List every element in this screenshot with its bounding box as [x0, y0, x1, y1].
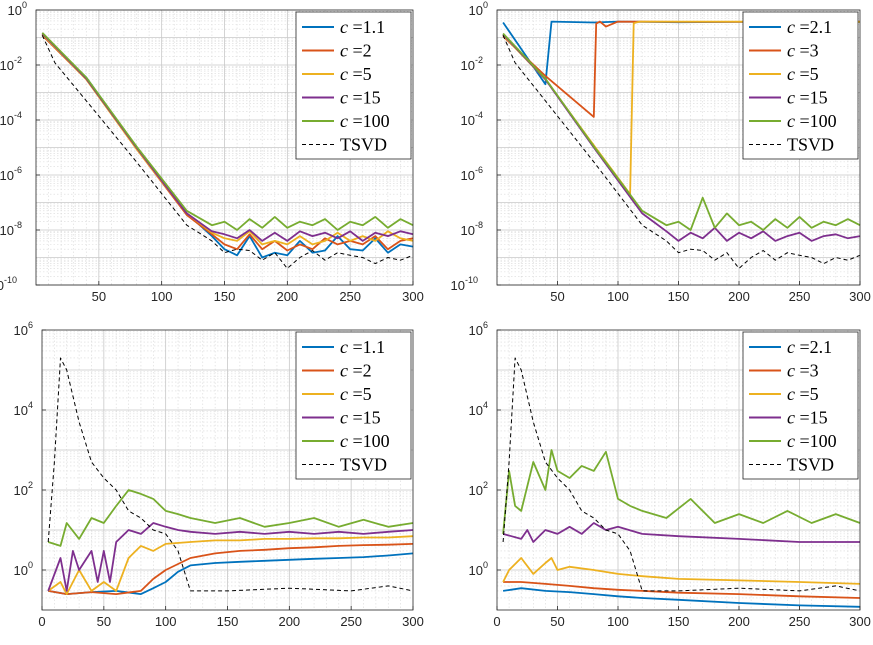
legend-label: c =2 — [340, 361, 372, 381]
legend: c =1.1 c =2 c =5 c =15 c =100 TSVD — [295, 11, 412, 160]
x-tick-label: 0 — [493, 614, 500, 629]
series-line-15 — [502, 522, 860, 543]
legend-label: c =15 — [787, 88, 828, 108]
y-tick-label: 10-10 — [451, 275, 478, 293]
series-line-5 — [502, 557, 861, 585]
legend-label: c =15 — [340, 408, 381, 428]
x-tick-label: 150 — [217, 614, 239, 629]
legend-label: c =3 — [787, 361, 819, 381]
series-line-100 — [502, 449, 861, 534]
y-tick-label: 10-8 — [0, 220, 22, 238]
legend-label: c =2.1 — [787, 337, 832, 357]
x-tick-label: 200 — [276, 289, 298, 304]
legend-label: TSVD — [340, 455, 387, 475]
x-tick-label: 300 — [402, 289, 424, 304]
legend-label: c =100 — [340, 111, 390, 131]
series-line-100 — [41, 32, 414, 231]
legend-label: c =5 — [787, 64, 819, 84]
y-tick-label: 10-6 — [461, 165, 483, 183]
x-tick-label: 150 — [668, 614, 690, 629]
y-tick-label: 10-10 — [0, 275, 17, 293]
y-tick-label: 10-4 — [0, 110, 22, 128]
x-tick-label: 50 — [550, 289, 564, 304]
chart-panel-1: 50 100 150 200 250 300 10-10 10-8 10-6 10-4 10-2 10… — [0, 0, 424, 304]
legend-label: c =2.1 — [787, 17, 832, 37]
chart-panel-4: 0 50 100 150 200 250 300 100 102 104 106 c =2.1 c =3… — [469, 320, 871, 629]
x-tick-label: 100 — [607, 614, 629, 629]
legend-label: c =1.1 — [340, 17, 385, 37]
legend-label: TSVD — [340, 135, 387, 155]
x-tick-label: 100 — [155, 614, 177, 629]
series-line-tsvd — [41, 35, 414, 269]
x-tick-label: 250 — [339, 289, 361, 304]
y-tick-label: 104 — [469, 400, 488, 418]
x-tick-label: 100 — [607, 289, 629, 304]
x-tick-label: 250 — [789, 614, 811, 629]
series-line-15 — [502, 33, 861, 242]
legend-label: c =5 — [787, 384, 819, 404]
legend-label: c =100 — [787, 431, 837, 451]
y-tick-label: 106 — [14, 320, 33, 338]
y-tick-label: 100 — [469, 0, 488, 18]
y-tick-label: 104 — [14, 400, 33, 418]
x-tick-label: 250 — [340, 614, 362, 629]
x-tick-label: 300 — [849, 289, 871, 304]
y-tick-label: 10-2 — [461, 55, 483, 73]
x-tick-label: 200 — [728, 614, 750, 629]
series-line-3 — [503, 581, 861, 599]
series-line-2 — [48, 543, 414, 595]
legend-label: c =2 — [340, 41, 372, 61]
y-tick-label: 100 — [14, 560, 33, 578]
x-tick-label: 50 — [97, 614, 111, 629]
legend-label: c =100 — [340, 431, 390, 451]
series-line-tsvd — [502, 35, 861, 269]
x-tick-label: 150 — [214, 289, 236, 304]
legend-label: TSVD — [787, 455, 834, 475]
series-line-100 — [502, 32, 861, 231]
series-line-1-1 — [48, 552, 414, 595]
legend: c =2.1 c =3 c =5 c =15 c =100 TSVD — [742, 11, 859, 160]
series-line-15 — [47, 522, 414, 592]
legend-label: c =3 — [787, 41, 819, 61]
series-line-tsvd — [502, 357, 861, 592]
legend: c =2.1 c =3 c =5 c =15 c =100 TSVD — [742, 331, 859, 480]
y-tick-label: 10-8 — [461, 220, 483, 238]
y-tick-label: 100 — [8, 0, 27, 18]
y-tick-label: 10-2 — [0, 55, 22, 73]
y-tick-label: 10-4 — [461, 110, 483, 128]
x-tick-label: 300 — [402, 614, 424, 629]
y-tick-label: 102 — [14, 480, 33, 498]
x-tick-label: 100 — [151, 289, 173, 304]
series-line-2-1 — [502, 587, 861, 608]
series-line-100 — [47, 489, 414, 547]
x-tick-label: 0 — [38, 614, 45, 629]
y-tick-label: 106 — [469, 320, 488, 338]
chart-panel-2: 50 100 150 200 250 300 10-10 10-8 10-6 10-4 10-2 10… — [451, 0, 871, 304]
series-line-tsvd — [47, 357, 414, 592]
legend-label: c =100 — [787, 111, 837, 131]
y-tick-label: 100 — [469, 560, 488, 578]
chart-panel-3: 0 50 100 150 200 250 300 100 102 104 106 c =1.1 c =2… — [14, 320, 424, 629]
legend-label: c =1.1 — [340, 337, 385, 357]
x-tick-label: 150 — [668, 289, 690, 304]
legend-label: TSVD — [787, 135, 834, 155]
x-tick-label: 50 — [92, 289, 106, 304]
legend: c =1.1 c =2 c =5 c =15 c =100 TSVD — [295, 331, 412, 480]
legend-label: c =5 — [340, 384, 372, 404]
x-tick-label: 300 — [849, 614, 871, 629]
legend-label: c =15 — [787, 408, 828, 428]
x-tick-label: 200 — [728, 289, 750, 304]
legend-label: c =5 — [340, 64, 372, 84]
series-line-5 — [47, 535, 414, 595]
series-line-15 — [41, 32, 414, 242]
y-tick-label: 102 — [469, 480, 488, 498]
x-tick-label: 250 — [789, 289, 811, 304]
y-tick-label: 10-6 — [0, 165, 22, 183]
x-tick-label: 50 — [550, 614, 564, 629]
x-tick-label: 200 — [278, 614, 300, 629]
legend-label: c =15 — [340, 88, 381, 108]
